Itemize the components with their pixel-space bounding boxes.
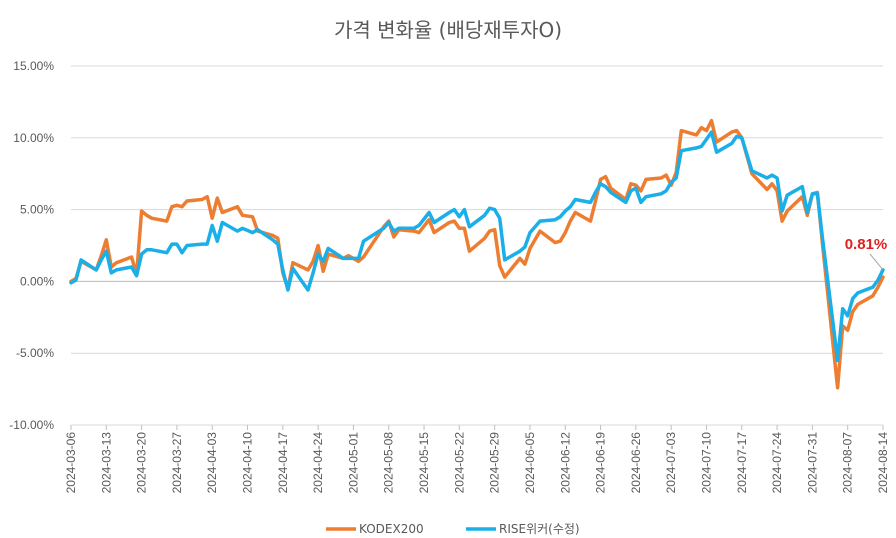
x-tick-label: 2024-08-07 — [841, 432, 855, 494]
x-tick-label: 2024-08-14 — [876, 432, 890, 494]
x-tick-label: 2024-04-17 — [276, 432, 290, 494]
x-tick-label: 2024-04-10 — [241, 432, 255, 494]
series-line-kodex200 — [69, 118, 885, 390]
x-tick-label: 2024-07-03 — [664, 432, 678, 494]
annotation-group: 0.81% — [845, 236, 888, 271]
x-tick-label: 2024-07-10 — [699, 432, 713, 494]
x-tick-label: 2024-05-22 — [452, 432, 466, 494]
legend-label: KODEX200 — [359, 522, 424, 536]
x-tick-label: 2024-03-27 — [170, 432, 184, 494]
x-tick-label: 2024-06-12 — [558, 432, 572, 494]
x-tick-label: 2024-07-17 — [735, 432, 749, 494]
y-tick-label: 0.00% — [20, 274, 54, 288]
x-tick-label: 2024-06-26 — [629, 432, 643, 494]
x-tick-label: 2024-03-20 — [135, 432, 149, 494]
y-tick-label: 10.00% — [13, 131, 54, 145]
end-value-annotation: 0.81% — [845, 236, 888, 253]
series-line-rise — [69, 130, 885, 363]
legend-label: RISE위커(수정) — [499, 522, 580, 536]
series-lines — [69, 118, 885, 390]
x-axis-ticks: 2024-03-06 2024-03-13 2024-03-20 2024-03-27… — [64, 425, 890, 493]
x-tick-label: 2024-03-06 — [64, 432, 78, 494]
x-tick-label: 2024-04-03 — [205, 432, 219, 494]
y-tick-label: -5.00% — [16, 346, 54, 360]
legend: KODEX200 RISE위커(수정) — [326, 522, 580, 536]
x-tick-label: 2024-06-19 — [594, 432, 608, 494]
x-tick-label: 2024-05-08 — [382, 432, 396, 494]
y-tick-label: -10.00% — [9, 418, 54, 432]
x-tick-label: 2024-06-05 — [523, 432, 537, 494]
y-tick-label: 5.00% — [20, 203, 54, 217]
y-axis-ticks: 15.00% 10.00% 5.00% 0.00% -5.00% -10.00% — [9, 59, 54, 432]
x-tick-label: 2024-04-24 — [311, 432, 325, 494]
chart-title: 가격 변화율 (배당재투자O) — [334, 18, 562, 42]
annotation-leader-line — [869, 253, 884, 271]
x-tick-label: 2024-03-13 — [99, 432, 113, 494]
y-tick-label: 15.00% — [13, 59, 54, 73]
x-tick-label: 2024-05-15 — [417, 432, 431, 494]
x-tick-label: 2024-05-29 — [488, 432, 502, 494]
x-tick-label: 2024-07-31 — [805, 432, 819, 494]
x-tick-label: 2024-07-24 — [770, 432, 784, 494]
x-tick-label: 2024-05-01 — [346, 432, 360, 494]
